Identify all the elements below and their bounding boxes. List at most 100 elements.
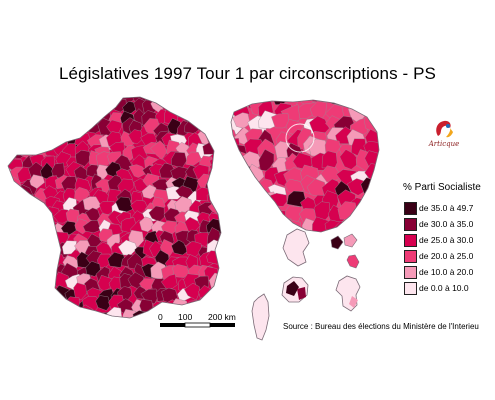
circonscription	[8, 273, 14, 289]
circonscription	[73, 97, 90, 114]
circonscription	[9, 266, 26, 283]
legend-label: de 25.0 à 30.0	[419, 235, 474, 245]
scale-bar	[160, 322, 235, 328]
circonscription	[22, 275, 37, 294]
circonscription	[334, 100, 352, 105]
circonscription	[103, 97, 121, 101]
martinique	[346, 254, 360, 269]
circonscription	[8, 135, 13, 148]
circonscription	[39, 254, 57, 273]
circonscription	[39, 109, 57, 126]
circonscription	[249, 196, 269, 218]
circonscription	[26, 97, 44, 102]
circonscription	[235, 190, 254, 212]
circonscription	[40, 100, 57, 114]
circonscription	[256, 209, 276, 229]
circonscription	[29, 133, 48, 151]
circonscription	[21, 217, 37, 235]
logo-text: Articque	[428, 140, 460, 148]
legend-item: de 25.0 à 30.0	[398, 234, 481, 250]
circonscription	[41, 117, 61, 136]
circonscription	[8, 97, 14, 113]
circonscription	[94, 97, 111, 114]
circonscription	[65, 97, 83, 104]
legend-swatch	[404, 234, 417, 247]
legend-title: % Parti Socialiste	[403, 182, 481, 193]
source-note: Source : Bureau des élections du Ministè…	[283, 322, 479, 331]
circonscription	[197, 97, 212, 113]
circonscription	[31, 98, 47, 117]
circonscription	[31, 210, 49, 227]
circonscription	[41, 133, 58, 148]
circonscription	[98, 97, 116, 103]
circonscription	[74, 97, 93, 107]
circonscription	[10, 275, 27, 290]
circonscription	[185, 151, 202, 166]
circonscription	[208, 123, 221, 140]
legend-swatch	[404, 266, 417, 279]
circonscription	[46, 245, 61, 261]
guyane	[282, 228, 310, 267]
circonscription	[172, 263, 190, 278]
circonscription	[352, 216, 370, 232]
circonscription	[60, 221, 80, 235]
circonscription	[64, 309, 83, 318]
circonscription	[121, 308, 136, 318]
circonscription	[184, 282, 200, 301]
circonscription	[61, 240, 77, 255]
legend-label: de 35.0 à 49.7	[419, 203, 474, 213]
legend-label: de 20.0 à 25.0	[419, 251, 474, 261]
circonscription	[34, 220, 52, 239]
circonscription	[20, 230, 38, 248]
circonscription	[73, 282, 87, 301]
reunion	[281, 276, 309, 303]
circonscription	[8, 136, 23, 151]
circonscription	[207, 97, 221, 102]
circonscription	[32, 288, 50, 304]
legend-item: de 0.0 à 10.0	[398, 282, 481, 298]
legend-label: de 0.0 à 10.0	[419, 283, 469, 293]
circonscription	[310, 100, 330, 103]
circonscription	[271, 113, 290, 129]
legend-item: de 35.0 à 49.7	[398, 202, 481, 218]
circonscription	[232, 207, 250, 229]
circonscription	[82, 220, 101, 234]
circonscription	[107, 251, 126, 268]
circonscription	[161, 97, 179, 108]
circonscription	[55, 108, 68, 122]
circonscription	[18, 130, 34, 146]
circonscription	[17, 101, 34, 118]
circonscription	[139, 299, 154, 318]
circonscription	[8, 205, 17, 224]
circonscription	[257, 217, 276, 232]
circonscription	[8, 103, 22, 119]
circonscription	[84, 309, 100, 318]
legend-label: de 30.0 à 35.0	[419, 219, 474, 229]
legend-swatch	[404, 218, 417, 231]
circonscription	[75, 112, 95, 125]
legend-swatch	[404, 202, 417, 215]
circonscription	[363, 207, 379, 229]
circonscription	[9, 110, 26, 126]
circonscription	[43, 287, 58, 303]
circonscription	[65, 110, 82, 128]
circonscription	[139, 216, 155, 233]
circonscription	[75, 149, 92, 167]
circonscription	[34, 230, 50, 247]
circonscription	[8, 199, 24, 219]
circonscription	[20, 108, 35, 125]
circonscription	[128, 164, 148, 178]
circonscription	[9, 206, 24, 221]
circonscription	[198, 109, 213, 126]
circonscription	[53, 300, 71, 315]
circonscription	[17, 263, 33, 281]
circonscription	[30, 295, 45, 311]
circonscription	[205, 111, 221, 130]
scale-label-100: 100	[178, 312, 193, 322]
circonscription	[85, 260, 101, 277]
circonscription	[367, 100, 379, 108]
circonscription	[8, 237, 23, 254]
circonscription	[8, 97, 11, 105]
circonscription	[11, 217, 28, 233]
